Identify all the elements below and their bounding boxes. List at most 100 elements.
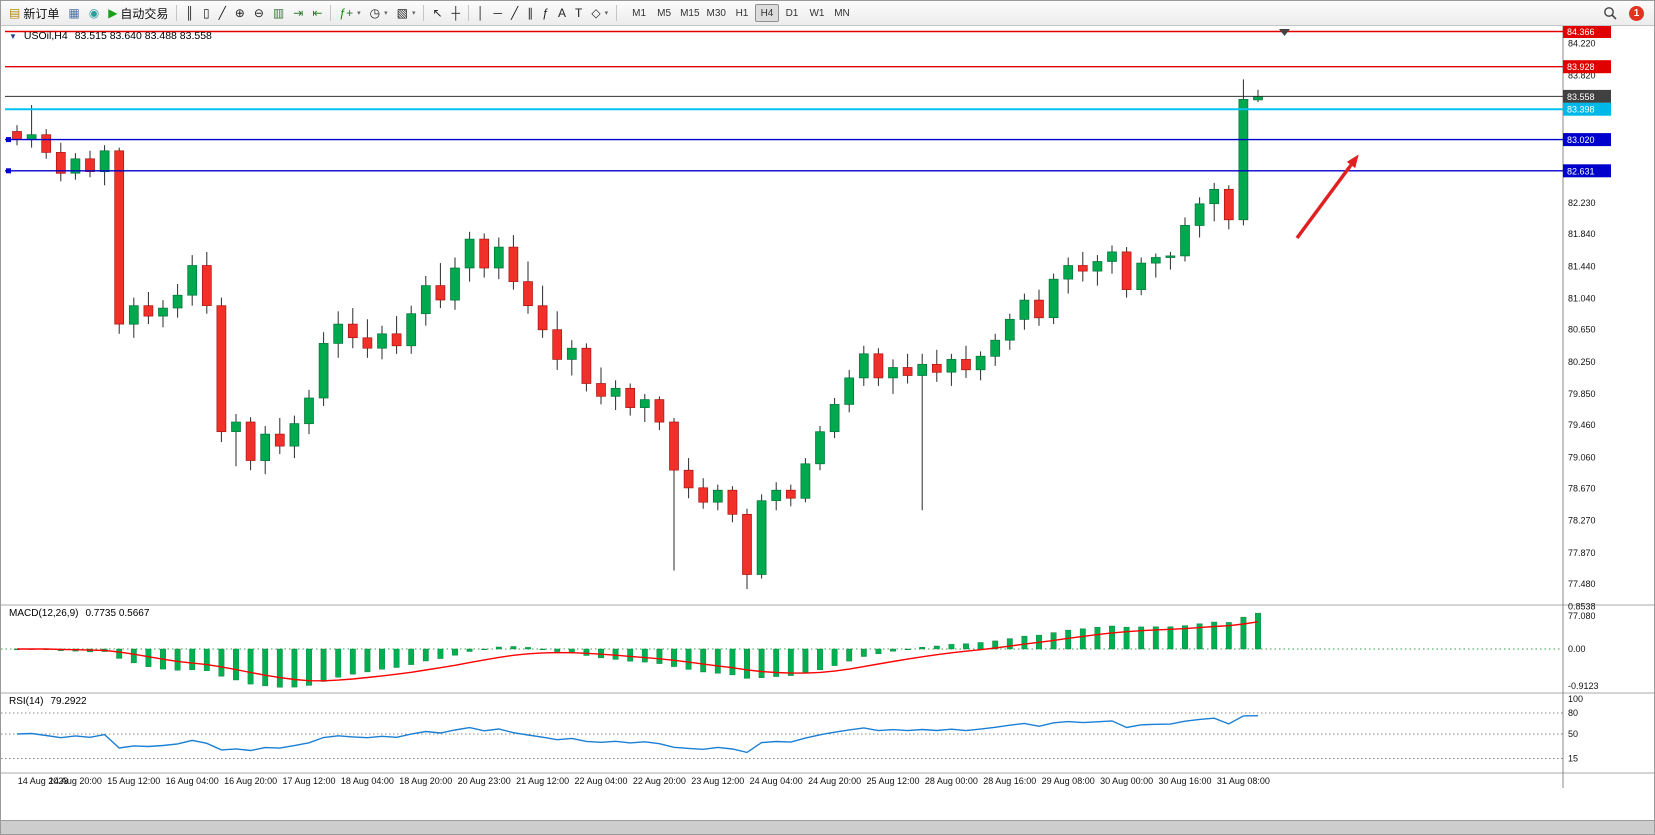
svg-text:79.060: 79.060 xyxy=(1568,452,1596,462)
svg-text:50: 50 xyxy=(1568,729,1578,739)
candlestick-chart-type-button[interactable]: ▯ xyxy=(199,3,214,23)
svg-text:14 Aug 20:00: 14 Aug 20:00 xyxy=(49,776,102,786)
profile-icon: ◉ xyxy=(88,6,100,20)
svg-text:83.020: 83.020 xyxy=(1567,135,1595,145)
trendline-icon: ╱ xyxy=(511,6,519,20)
macd-values: 0.7735 0.5667 xyxy=(85,608,150,619)
horizontal-line-button[interactable]: ─ xyxy=(490,3,507,23)
toolbar-right: 1 xyxy=(1599,3,1650,23)
svg-text:14 Aug 2023: 14 Aug 2023 xyxy=(18,776,69,786)
new-order-button-label: 新订单 xyxy=(23,6,60,21)
panel-splitters[interactable] xyxy=(1,26,1655,788)
crosshair-icon: ┼ xyxy=(451,6,461,20)
window-bottom-strip xyxy=(1,820,1654,834)
svg-text:15 Aug 12:00: 15 Aug 12:00 xyxy=(107,776,160,786)
collapse-icon[interactable]: ▼ xyxy=(9,31,17,41)
channel-button[interactable]: ∥ xyxy=(523,3,537,23)
crosshair-button[interactable]: ┼ xyxy=(448,3,465,23)
svg-text:84.366: 84.366 xyxy=(1567,27,1595,37)
fibonacci-button[interactable]: ƒ xyxy=(538,3,553,23)
templates-icon: ▧ xyxy=(396,6,408,20)
zoom-out-button[interactable]: ⊖ xyxy=(250,3,268,23)
svg-text:30 Aug 00:00: 30 Aug 00:00 xyxy=(1100,776,1153,786)
bars-chart-type-button[interactable]: ║ xyxy=(181,3,198,23)
timeframe-W1[interactable]: W1 xyxy=(805,4,829,22)
candles-layer xyxy=(12,79,1263,589)
zoom-out-icon: ⊖ xyxy=(253,6,264,20)
label-button[interactable]: T xyxy=(571,3,586,23)
trend-arrow-annotation[interactable] xyxy=(1295,154,1359,240)
shapes-icon: ◇ xyxy=(591,6,601,20)
svg-text:77.870: 77.870 xyxy=(1568,548,1596,558)
chart-shift-button[interactable]: ⇤ xyxy=(308,3,326,23)
svg-text:80.250: 80.250 xyxy=(1568,357,1596,367)
indicators-button[interactable]: ƒ+ ▾ xyxy=(335,3,364,23)
new-order-button[interactable]: ▤ 新订单 xyxy=(5,3,63,23)
chart-symbol-header: ▼ USOil,H4 83.515 83.640 83.488 83.558 xyxy=(9,30,212,42)
vertical-line-icon: │ xyxy=(477,6,485,20)
timeframe-MN[interactable]: MN xyxy=(830,4,854,22)
cursor-button[interactable]: ↖ xyxy=(428,3,446,23)
svg-text:81.840: 81.840 xyxy=(1568,229,1596,239)
symbol-label: USOil,H4 xyxy=(23,30,68,42)
svg-text:-0.9123: -0.9123 xyxy=(1568,681,1599,691)
svg-text:78.670: 78.670 xyxy=(1568,484,1596,494)
chart-shift-icon: ⇤ xyxy=(312,6,323,20)
rsi-panel: 100 80 50 15 xyxy=(1,694,1583,764)
chart-window-button[interactable]: ▦ xyxy=(64,3,83,23)
text-button[interactable]: A xyxy=(554,3,570,23)
svg-text:83.820: 83.820 xyxy=(1568,70,1596,80)
chart-area[interactable]: 84.220 83.820 82.230 81.840 81.440 81.040 80.6… xyxy=(1,26,1654,834)
notification-badge[interactable]: 1 xyxy=(1629,5,1644,21)
label-icon: T xyxy=(574,6,583,20)
timeframe-M15[interactable]: M15 xyxy=(677,4,702,22)
periods-button[interactable]: ◷ ▾ xyxy=(366,3,392,23)
macd-panel: 0.8538 0.00 -0.9123 xyxy=(1,602,1599,691)
profile-button[interactable]: ◉ xyxy=(85,3,103,23)
chart-shift-marker[interactable] xyxy=(1279,29,1290,36)
candlestick-chart-type-icon: ▯ xyxy=(202,6,210,20)
vertical-line-button[interactable]: │ xyxy=(473,3,489,23)
svg-text:83.928: 83.928 xyxy=(1567,62,1595,72)
rsi-header: RSI(14) 79.2922 xyxy=(9,696,87,707)
timeframe-M5[interactable]: M5 xyxy=(652,4,676,22)
toolbar-separator xyxy=(330,5,332,21)
timeframe-D1[interactable]: D1 xyxy=(780,4,804,22)
chart-window-icon: ▦ xyxy=(68,6,80,20)
price-chart-canvas[interactable]: 84.220 83.820 82.230 81.840 81.440 81.040 80.6… xyxy=(1,26,1654,834)
svg-text:23 Aug 12:00: 23 Aug 12:00 xyxy=(691,776,744,786)
svg-text:17 Aug 12:00: 17 Aug 12:00 xyxy=(282,776,335,786)
svg-text:79.850: 79.850 xyxy=(1568,389,1596,399)
timeframe-H4[interactable]: H4 xyxy=(754,4,779,22)
trendline-button[interactable]: ╱ xyxy=(507,3,522,23)
hlines-layer[interactable] xyxy=(5,30,1563,174)
macd-header: MACD(12,26,9) 0.7735 0.5667 xyxy=(9,608,149,619)
auto-scroll-button[interactable]: ⇥ xyxy=(289,3,307,23)
shapes-button[interactable]: ◇ ▾ xyxy=(587,3,612,23)
tile-windows-button[interactable]: ▥ xyxy=(269,3,288,23)
svg-text:0.00: 0.00 xyxy=(1568,644,1586,654)
auto-trading-icon: ▶ xyxy=(108,6,118,20)
macd-label: MACD(12,26,9) xyxy=(9,608,79,619)
timeframe-H1[interactable]: H1 xyxy=(730,4,754,22)
svg-text:80: 80 xyxy=(1568,708,1578,718)
tile-windows-icon: ▥ xyxy=(272,6,285,20)
toolbar-separator xyxy=(616,5,618,21)
horizontal-line-icon: ─ xyxy=(493,6,503,20)
svg-text:79.460: 79.460 xyxy=(1568,420,1596,430)
templates-button[interactable]: ▧ ▾ xyxy=(393,3,420,23)
timeframe-M30[interactable]: M30 xyxy=(704,4,729,22)
timeframe-M1[interactable]: M1 xyxy=(627,4,651,22)
svg-text:80.650: 80.650 xyxy=(1568,325,1596,335)
svg-text:82.631: 82.631 xyxy=(1567,166,1595,176)
svg-text:21 Aug 12:00: 21 Aug 12:00 xyxy=(516,776,569,786)
svg-text:82.230: 82.230 xyxy=(1568,198,1596,208)
price-tags: 84.366 83.928 83.558 83.398 83.020 82.631 xyxy=(1563,26,1611,178)
zoom-in-button[interactable]: ⊕ xyxy=(231,3,249,23)
auto-trading-button-label: 自动交易 xyxy=(120,6,169,21)
search-icon[interactable] xyxy=(1599,3,1621,23)
auto-trading-button[interactable]: ▶ 自动交易 xyxy=(104,3,172,23)
line-chart-type-button[interactable]: ╱ xyxy=(215,3,230,23)
svg-text:25 Aug 12:00: 25 Aug 12:00 xyxy=(866,776,919,786)
